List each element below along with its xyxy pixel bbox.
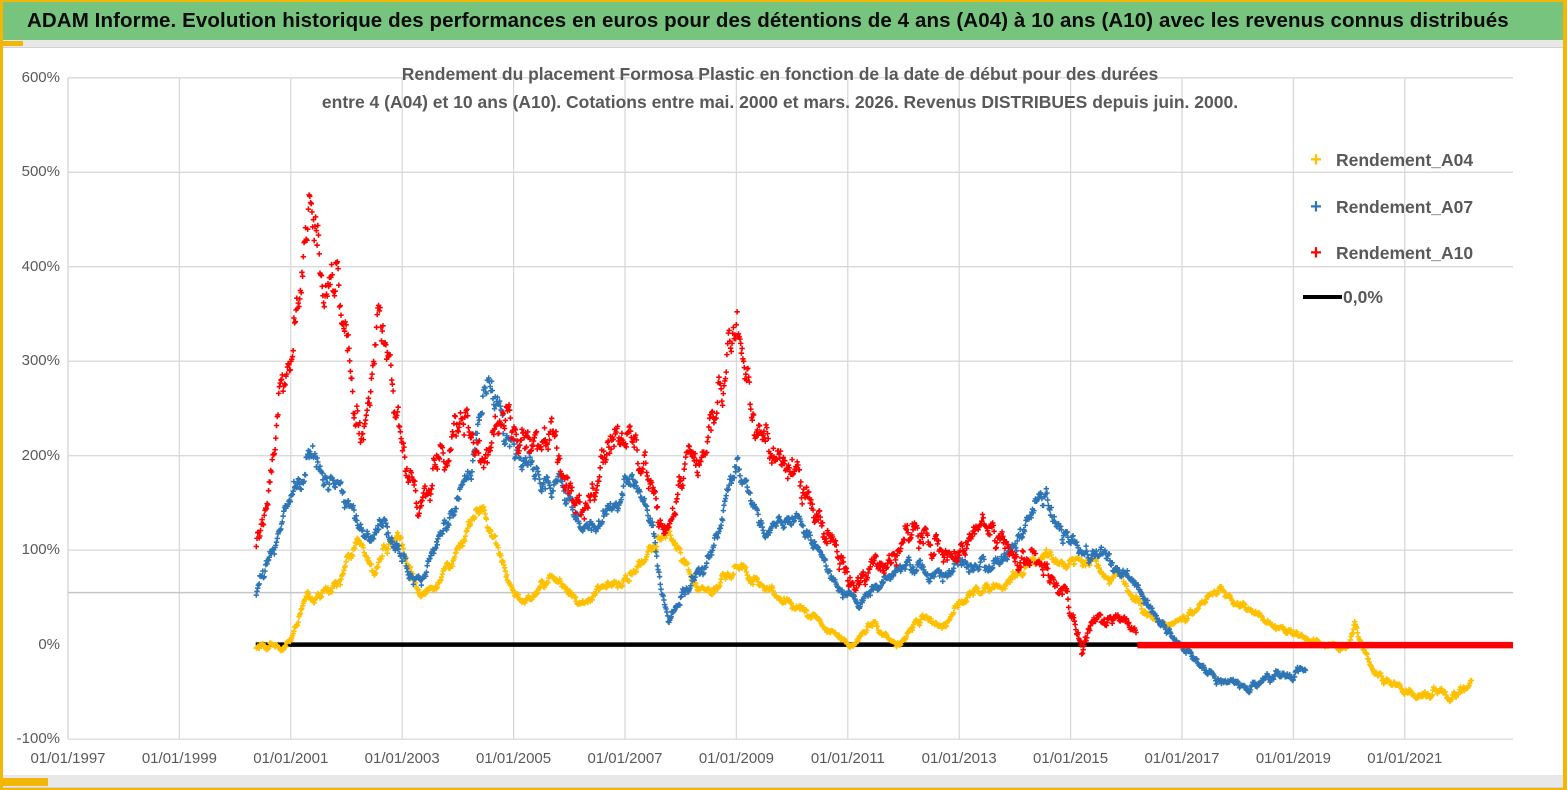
x-tick-label: 01/01/2015 (1033, 750, 1109, 767)
y-tick-label: -100% (16, 730, 60, 748)
chart-title-line2: entre 4 (A04) et 10 ans (A10). Cotations… (321, 92, 1239, 112)
zero-line-sample-icon (1303, 295, 1342, 299)
x-tick-label: 01/01/2021 (1367, 750, 1443, 767)
x-tick-label: 01/01/2019 (1255, 750, 1331, 767)
plus-marker-icon: + (1310, 242, 1322, 264)
x-tick-label: 01/01/2007 (587, 750, 663, 767)
x-tick-label: 01/01/2005 (476, 750, 552, 767)
plus-marker-icon: + (1310, 149, 1322, 171)
page-border-left (0, 0, 3, 790)
x-tick-label: 01/01/1999 (141, 750, 217, 767)
x-tick-label: 01/01/2011 (810, 750, 885, 767)
x-tick-label: 01/01/2001 (253, 750, 329, 767)
legend-item-rendement-a04[interactable]: + Rendement_A04 (1296, 148, 1473, 172)
bottom-gold-tab (3, 778, 48, 786)
chart-title-line1: Rendement du placement Formosa Plastic e… (401, 64, 1159, 84)
header-bar: ADAM Informe. Evolution historique des p… (3, 2, 1563, 40)
gridlines (67, 77, 1513, 740)
top-divider-strip (3, 40, 1563, 48)
y-tick-label: 0% (38, 635, 60, 653)
y-tick-label: 500% (21, 163, 60, 181)
legend-label: Rendement_A04 (1336, 149, 1474, 170)
x-tick-label: 01/01/2017 (1144, 750, 1220, 767)
legend-item-rendement-a10[interactable]: + Rendement_A10 (1296, 241, 1473, 265)
page-border-bottom (0, 787, 1567, 790)
bottom-divider-strip (3, 775, 1563, 788)
legend-item-zero-line[interactable]: 0,0% (1303, 285, 1383, 309)
top-gold-tab (3, 41, 23, 46)
header-title: ADAM Informe. Evolution historique des p… (27, 9, 1509, 32)
x-tick-label: 01/01/1997 (30, 750, 106, 767)
chart-title: Rendement du placement Formosa Plastic e… (80, 60, 1480, 116)
x-tick-label: 01/01/2009 (698, 750, 774, 767)
plus-marker-icon: + (1310, 196, 1322, 218)
y-tick-label: 100% (21, 541, 60, 559)
legend-label: Rendement_A07 (1336, 196, 1474, 217)
y-tick-label: 200% (21, 446, 60, 464)
series-Rendement_A10[interactable] (253, 192, 1139, 657)
x-tick-label: 01/01/2003 (364, 750, 440, 767)
page-border-top (0, 0, 1567, 2)
y-tick-label: 400% (21, 257, 60, 275)
y-tick-label: 300% (21, 352, 60, 370)
page-border-right (1563, 0, 1567, 790)
legend-item-rendement-a07[interactable]: + Rendement_A07 (1296, 195, 1473, 219)
legend-label: 0,0% (1343, 286, 1383, 307)
legend-label: Rendement_A10 (1336, 242, 1474, 263)
x-tick-label: 01/01/2013 (921, 750, 997, 767)
y-tick-label: 600% (21, 68, 60, 86)
